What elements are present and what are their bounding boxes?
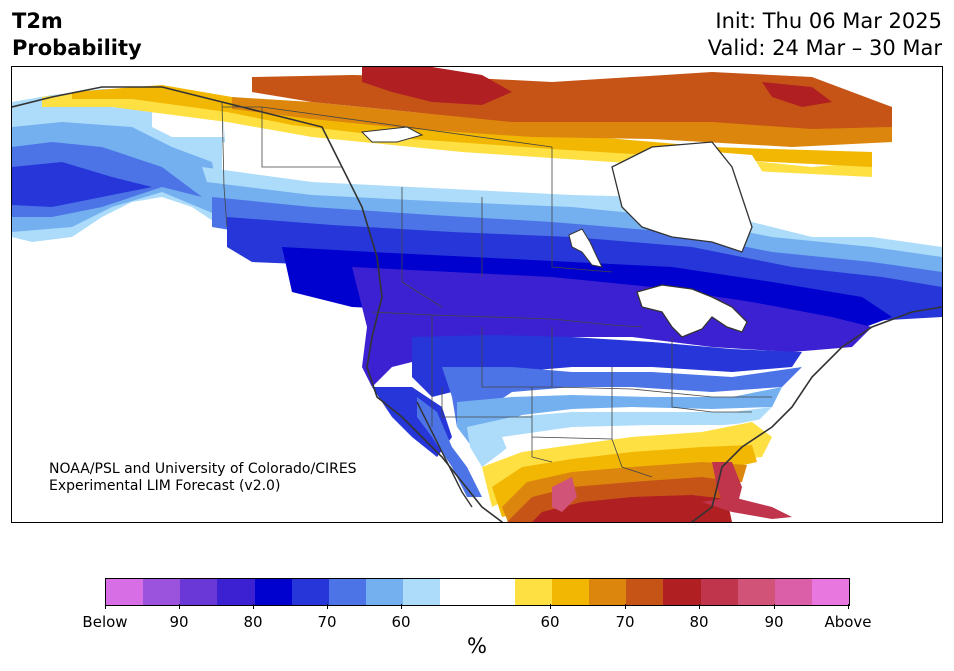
baja-cold <box>417 397 482 497</box>
colorbar-segment <box>328 579 367 605</box>
colorbar-segment <box>700 579 738 605</box>
us-midwest-cold-mid <box>412 335 802 397</box>
colorbar-segment <box>774 579 812 605</box>
colorbar-segment <box>366 579 404 605</box>
colorbar-tick-label: 90 <box>764 613 784 631</box>
baja-coast <box>416 401 473 508</box>
cuba-hot <box>702 497 792 519</box>
hudson-bay <box>611 141 753 253</box>
data-credit: NOAA/PSL and University of Colorado/CIRE… <box>49 461 357 494</box>
colorbar <box>105 578 850 606</box>
colorbar-tick <box>253 604 254 609</box>
colorbar-segment <box>143 579 181 605</box>
colorbar-tick-label: 70 <box>615 613 635 631</box>
florida-hot <box>712 462 742 507</box>
colorbar-segment <box>291 579 329 605</box>
forecast-dates: Init: Thu 06 Mar 2025 Valid: 24 Mar – 30… <box>707 9 942 60</box>
colorbar-segment <box>811 579 850 605</box>
us-west-cold <box>352 267 872 387</box>
colorbar-segment <box>106 579 144 605</box>
colorbar-tick-label: 60 <box>391 613 411 631</box>
arctic-hot-2 <box>762 82 832 107</box>
greenland-hot <box>362 67 512 105</box>
colorbar-unit: % <box>467 634 487 658</box>
mexico-magenta <box>552 477 577 512</box>
colorbar-tick <box>179 604 180 609</box>
us-central-cold-faint <box>467 407 772 467</box>
colorbar-tick <box>401 604 402 609</box>
colorbar-segment <box>440 579 478 605</box>
colorbar-tick-label: 60 <box>540 613 560 631</box>
colorbar-tick <box>550 604 551 609</box>
colorbar-tick <box>699 604 700 609</box>
lake-winnipeg <box>568 228 603 268</box>
colorbar-tick-label: 70 <box>317 613 337 631</box>
colorbar-segment <box>551 579 590 605</box>
colorbar-segment <box>737 579 775 605</box>
colorbar-tick-label: 80 <box>689 613 709 631</box>
colorbar-segment <box>254 579 292 605</box>
colorbar-segment <box>180 579 218 605</box>
colorbar-tick <box>327 604 328 609</box>
colorbar-tick-label: 80 <box>243 613 263 631</box>
us-central-cold-pale <box>457 387 782 447</box>
admin-borders <box>221 101 772 478</box>
map-svg <box>12 67 942 522</box>
colorbar-segment <box>626 579 664 605</box>
colorbar-tick <box>774 604 775 609</box>
colorbar-segment <box>477 579 515 605</box>
us-central-cold-light <box>442 367 802 427</box>
great-bear-lake <box>360 126 424 143</box>
colorbar-tick-label: 90 <box>169 613 189 631</box>
colorbar-ticks: Below 90 80 70 60 60 70 80 90 Above <box>0 604 954 634</box>
great-lakes <box>636 284 748 338</box>
coastline <box>12 86 942 522</box>
colorbar-segment <box>663 579 701 605</box>
map-title: T2m Probability <box>12 9 142 60</box>
colorbar-tick <box>625 604 626 609</box>
colorbar-tick <box>105 604 106 609</box>
colorbar-segment <box>403 579 441 605</box>
alaska-cold-core <box>12 162 152 207</box>
colorbar-segment <box>589 579 627 605</box>
probability-map <box>11 66 943 523</box>
colorbar-tick-label: Below <box>82 613 128 631</box>
colorbar-tick <box>848 604 849 609</box>
colorbar-tick-label: Above <box>824 613 872 631</box>
gulf-hot <box>532 495 732 522</box>
colorbar-segment <box>514 579 552 605</box>
colorbar-segment <box>217 579 255 605</box>
